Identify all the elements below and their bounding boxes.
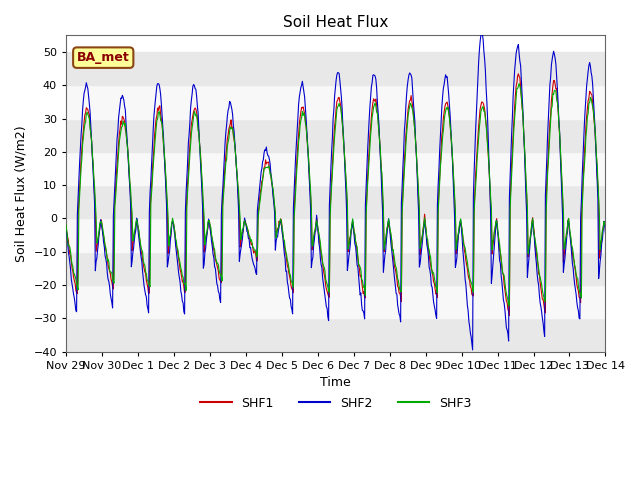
Bar <box>66 152 605 185</box>
Y-axis label: Soil Heat Flux (W/m2): Soil Heat Flux (W/m2) <box>15 125 28 262</box>
Bar <box>66 218 605 252</box>
X-axis label: Time: Time <box>321 376 351 389</box>
Bar <box>66 52 605 85</box>
Legend: SHF1, SHF2, SHF3: SHF1, SHF2, SHF3 <box>195 392 476 415</box>
Bar <box>66 185 605 218</box>
Bar <box>66 85 605 119</box>
Title: Soil Heat Flux: Soil Heat Flux <box>283 15 388 30</box>
Bar <box>66 119 605 152</box>
Bar <box>66 252 605 285</box>
Bar <box>66 285 605 318</box>
Bar <box>66 318 605 351</box>
Text: BA_met: BA_met <box>77 51 130 64</box>
